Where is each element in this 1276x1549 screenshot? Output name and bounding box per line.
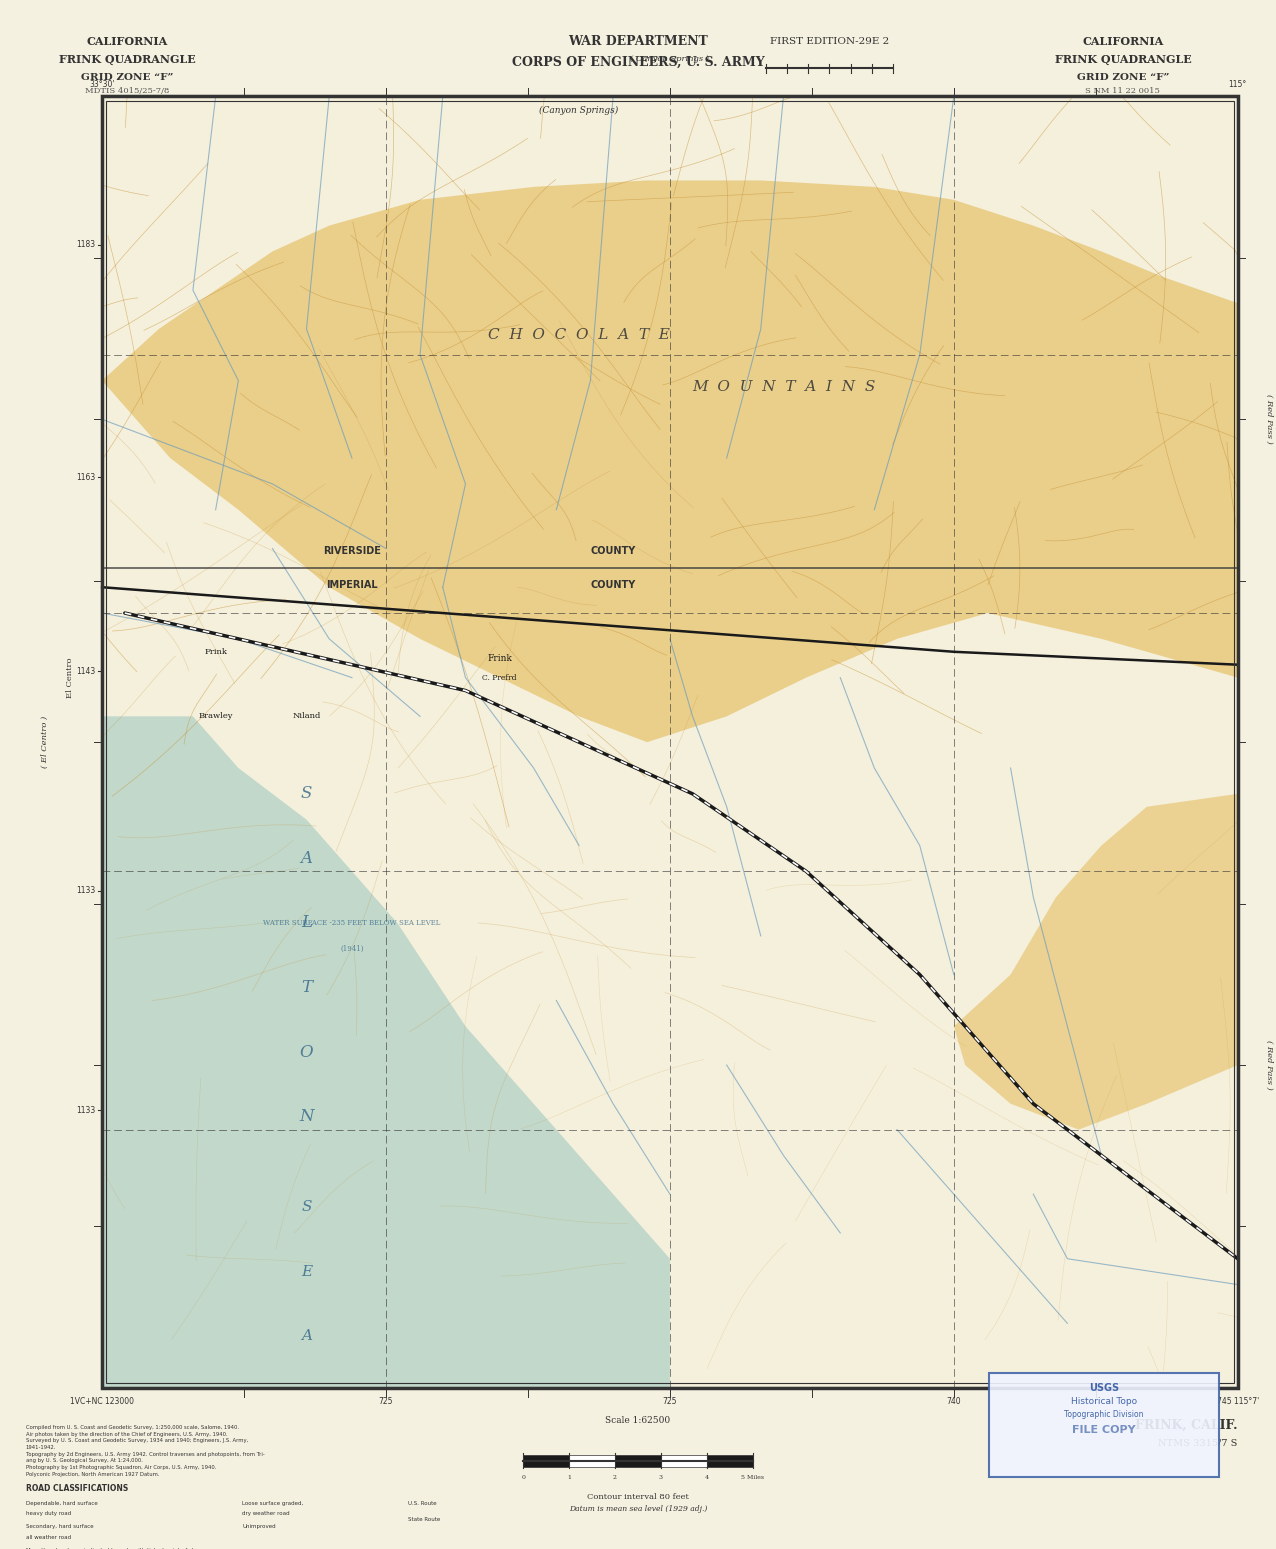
Text: ( Red Pass ): ( Red Pass ) (1266, 1041, 1273, 1090)
Text: 4: 4 (704, 1476, 709, 1481)
Text: Loose surface graded,: Loose surface graded, (242, 1501, 304, 1506)
Text: 115°: 115° (1229, 81, 1247, 88)
Text: CALIFORNIA: CALIFORNIA (1082, 36, 1164, 46)
Text: GRID ZONE “F”: GRID ZONE “F” (1077, 73, 1169, 82)
Text: all weather road: all weather road (26, 1535, 70, 1540)
Text: dry weather road: dry weather road (242, 1512, 290, 1516)
Text: 1143: 1143 (77, 666, 96, 675)
Text: Datum is mean sea level (1929 adj.): Datum is mean sea level (1929 adj.) (569, 1506, 707, 1513)
Text: (Canyon Springs): (Canyon Springs) (540, 105, 619, 115)
FancyBboxPatch shape (102, 96, 1238, 1388)
Text: Unimproved: Unimproved (242, 1524, 276, 1529)
Text: S: S (301, 785, 313, 802)
Text: Photography by 1st Photographic Squadron, Air Corps, U.S. Army, 1940.: Photography by 1st Photographic Squadron… (26, 1465, 216, 1470)
Text: Air photos taken by the direction of the Chief of Engineers, U.S. Army, 1940.: Air photos taken by the direction of the… (26, 1431, 227, 1436)
Text: RIVERSIDE: RIVERSIDE (323, 545, 380, 556)
Text: Frink: Frink (487, 654, 512, 663)
Text: N: N (300, 1108, 314, 1125)
Text: COUNTY: COUNTY (591, 545, 635, 556)
Text: U.S. Route: U.S. Route (408, 1501, 436, 1506)
Text: 1: 1 (567, 1476, 572, 1481)
Text: FILE COPY: FILE COPY (1072, 1425, 1136, 1434)
Bar (569, 1455, 615, 1467)
Text: NTMS 3315/7 S: NTMS 3315/7 S (1159, 1439, 1238, 1447)
Text: L: L (301, 914, 313, 931)
Text: 725: 725 (379, 1397, 393, 1406)
Polygon shape (102, 180, 1238, 742)
Text: Compiled from U. S. Coast and Geodetic Survey, 1:250,000 scale, Salome, 1940.: Compiled from U. S. Coast and Geodetic S… (26, 1425, 239, 1430)
Text: State Route: State Route (408, 1516, 440, 1523)
Text: FRINK QUADRANGLE: FRINK QUADRANGLE (1054, 54, 1192, 65)
Text: 2: 2 (612, 1476, 618, 1481)
Text: 3: 3 (658, 1476, 664, 1481)
Text: 1163: 1163 (77, 472, 96, 482)
Text: C  H  O  C  O  L  A  T  E: C H O C O L A T E (489, 328, 670, 342)
Bar (707, 1455, 753, 1467)
Text: M  O  U  N  T  A  I  N  S: M O U N T A I N S (692, 380, 875, 393)
Text: Scale 1:62500: Scale 1:62500 (605, 1416, 671, 1425)
Text: ( Red Pass ): ( Red Pass ) (1266, 395, 1273, 445)
FancyBboxPatch shape (989, 1372, 1219, 1476)
Text: Brawley: Brawley (198, 713, 234, 720)
Text: O: O (300, 1044, 314, 1061)
Text: ROAD CLASSIFICATIONS: ROAD CLASSIFICATIONS (26, 1484, 128, 1493)
Text: GRID ZONE “F”: GRID ZONE “F” (82, 73, 174, 82)
Text: 33°30': 33°30' (89, 81, 115, 88)
Bar (661, 1455, 707, 1467)
Bar (523, 1455, 569, 1467)
Text: FRINK, CALIF.: FRINK, CALIF. (1136, 1419, 1238, 1431)
Text: A: A (301, 1329, 313, 1343)
Text: 1133: 1133 (77, 1106, 96, 1115)
Polygon shape (102, 716, 670, 1388)
Text: 1133: 1133 (77, 886, 96, 895)
Text: Niland: Niland (292, 713, 320, 720)
Text: IMPERIAL: IMPERIAL (327, 579, 378, 590)
Text: WAR DEPARTMENT: WAR DEPARTMENT (568, 36, 708, 48)
Text: Contour interval 80 feet: Contour interval 80 feet (587, 1493, 689, 1501)
Text: 1941-1942.: 1941-1942. (26, 1445, 56, 1450)
Text: ang by U. S. Geological Survey, At 1:24,000.: ang by U. S. Geological Survey, At 1:24,… (26, 1459, 143, 1464)
Text: Surveyed by U. S. Coast and Geodetic Survey, 1934 and 1940; Engineers, J.S. Army: Surveyed by U. S. Coast and Geodetic Sur… (26, 1439, 248, 1444)
Text: Dependable, hard surface: Dependable, hard surface (26, 1501, 97, 1506)
Polygon shape (953, 793, 1238, 1129)
Text: 0: 0 (521, 1476, 526, 1481)
Text: 740: 740 (947, 1397, 961, 1406)
Text: 5 Miles: 5 Miles (741, 1476, 764, 1481)
Text: ( El Centro ): ( El Centro ) (41, 716, 48, 768)
Text: WATER SURFACE -235 FEET BELOW SEA LEVEL: WATER SURFACE -235 FEET BELOW SEA LEVEL (263, 919, 440, 926)
Text: S NM 11 22 0015: S NM 11 22 0015 (1086, 87, 1160, 94)
Text: heavy duty road: heavy duty road (26, 1512, 70, 1516)
Text: Historical Topo: Historical Topo (1071, 1397, 1137, 1406)
Text: T: T (301, 979, 313, 996)
Text: MDTIS 4015/25-7/8: MDTIS 4015/25-7/8 (85, 87, 170, 94)
Text: (1941): (1941) (341, 945, 364, 953)
Text: USGS: USGS (1088, 1383, 1119, 1394)
Text: Secondary, hard surface: Secondary, hard surface (26, 1524, 93, 1529)
Bar (615, 1455, 661, 1467)
Text: 745 115°7': 745 115°7' (1216, 1397, 1259, 1406)
Text: C. Prefrd: C. Prefrd (482, 674, 517, 682)
Text: FRINK QUADRANGLE: FRINK QUADRANGLE (59, 54, 197, 65)
Text: Polyconic Projection, North American 1927 Datum.: Polyconic Projection, North American 192… (26, 1472, 160, 1476)
Text: CORPS OF ENGINEERS, U. S. ARMY: CORPS OF ENGINEERS, U. S. ARMY (512, 56, 764, 68)
Text: S: S (301, 1200, 311, 1214)
Text: E: E (301, 1264, 313, 1278)
Text: 725: 725 (662, 1397, 678, 1406)
Text: CALIFORNIA: CALIFORNIA (87, 36, 168, 46)
Text: 1VC+NC 123000: 1VC+NC 123000 (70, 1397, 134, 1406)
Text: A: A (300, 850, 313, 867)
Text: COUNTY: COUNTY (591, 579, 635, 590)
Text: FIRST EDITION-29E 2: FIRST EDITION-29E 2 (769, 37, 889, 46)
Text: Topographic Division: Topographic Division (1064, 1410, 1143, 1419)
Text: El Centro: El Centro (66, 657, 74, 699)
Text: Frink: Frink (204, 647, 227, 655)
Text: ( Canyon Springs ): ( Canyon Springs ) (630, 56, 709, 64)
Text: Topography by 2d Engineers, U.S. Army 1942. Control traverses and photopoints, f: Topography by 2d Engineers, U.S. Army 19… (26, 1451, 264, 1456)
Text: 1183: 1183 (77, 240, 96, 249)
